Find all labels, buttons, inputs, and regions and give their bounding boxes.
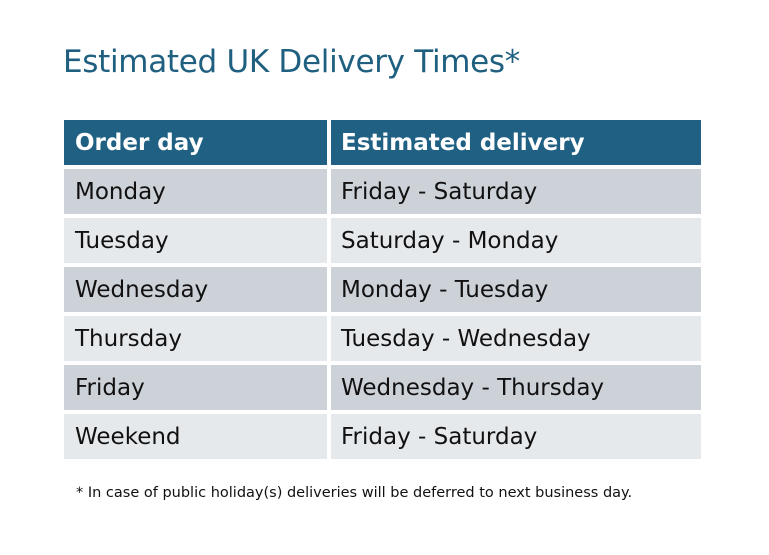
delivery-cell: Wednesday - Thursday xyxy=(331,365,701,410)
order-day-cell: Friday xyxy=(64,365,327,410)
table-header: Order day Estimated delivery xyxy=(64,120,701,165)
delivery-table: Order day Estimated delivery Monday Frid… xyxy=(64,120,701,463)
header-estimated-delivery: Estimated delivery xyxy=(331,120,701,165)
table-row: Monday Friday - Saturday xyxy=(64,169,701,214)
order-day-cell: Thursday xyxy=(64,316,327,361)
order-day-cell: Wednesday xyxy=(64,267,327,312)
order-day-cell: Weekend xyxy=(64,414,327,459)
header-order-day: Order day xyxy=(64,120,327,165)
delivery-cell: Tuesday - Wednesday xyxy=(331,316,701,361)
order-day-cell: Tuesday xyxy=(64,218,327,263)
table-row: Thursday Tuesday - Wednesday xyxy=(64,316,701,361)
page-title: Estimated UK Delivery Times* xyxy=(63,44,520,80)
table-row: Tuesday Saturday - Monday xyxy=(64,218,701,263)
table-row: Wednesday Monday - Tuesday xyxy=(64,267,701,312)
table-row: Friday Wednesday - Thursday xyxy=(64,365,701,410)
table-row: Weekend Friday - Saturday xyxy=(64,414,701,459)
delivery-cell: Monday - Tuesday xyxy=(331,267,701,312)
footnote: * In case of public holiday(s) deliverie… xyxy=(76,485,633,501)
delivery-cell: Saturday - Monday xyxy=(331,218,701,263)
delivery-cell: Friday - Saturday xyxy=(331,169,701,214)
delivery-cell: Friday - Saturday xyxy=(331,414,701,459)
order-day-cell: Monday xyxy=(64,169,327,214)
